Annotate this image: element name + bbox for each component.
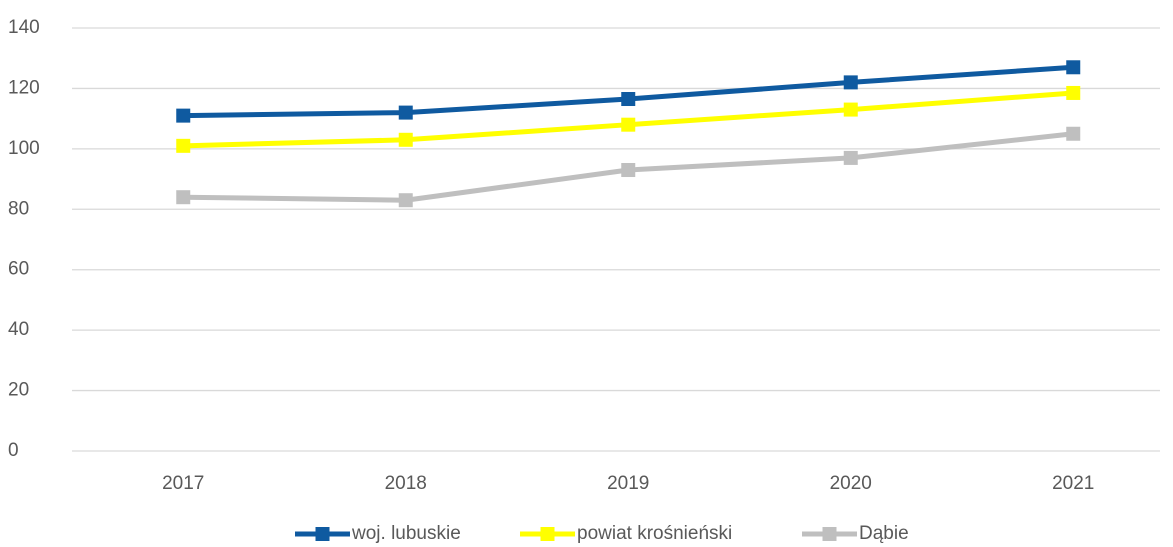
y-tick-label: 120 [8,77,40,98]
legend-label: powiat krośnieński [577,523,732,544]
y-tick-label: 0 [8,440,19,461]
x-tick-label: 2020 [830,473,872,494]
point-marker [621,163,636,178]
y-tick-label: 60 [8,259,29,280]
point-marker [843,75,858,90]
point-marker [621,117,636,132]
x-tick-label: 2019 [607,473,649,494]
point-marker [843,102,858,117]
legend-marker [540,527,555,541]
x-tick-label: 2021 [1052,473,1094,494]
y-tick-label: 100 [8,138,40,159]
point-marker [398,105,413,120]
x-tick-label: 2018 [385,473,427,494]
point-marker [1066,126,1081,141]
y-tick-label: 20 [8,380,29,401]
y-tick-label: 40 [8,319,29,340]
point-marker [176,190,191,205]
point-marker [398,193,413,208]
legend-label: Dąbie [859,523,909,544]
point-marker [621,92,636,107]
legend-marker [315,527,330,541]
point-marker [1066,85,1081,100]
legend-marker [822,527,837,541]
legend-label: woj. lubuskie [351,523,461,544]
point-marker [398,132,413,147]
series-line [183,64,1074,119]
point-marker [176,108,191,123]
y-tick-label: 80 [8,198,29,219]
x-tick-label: 2017 [162,473,204,494]
point-marker [843,150,858,165]
y-tick-label: 140 [8,17,40,38]
point-marker [176,138,191,153]
point-marker [1066,60,1081,75]
